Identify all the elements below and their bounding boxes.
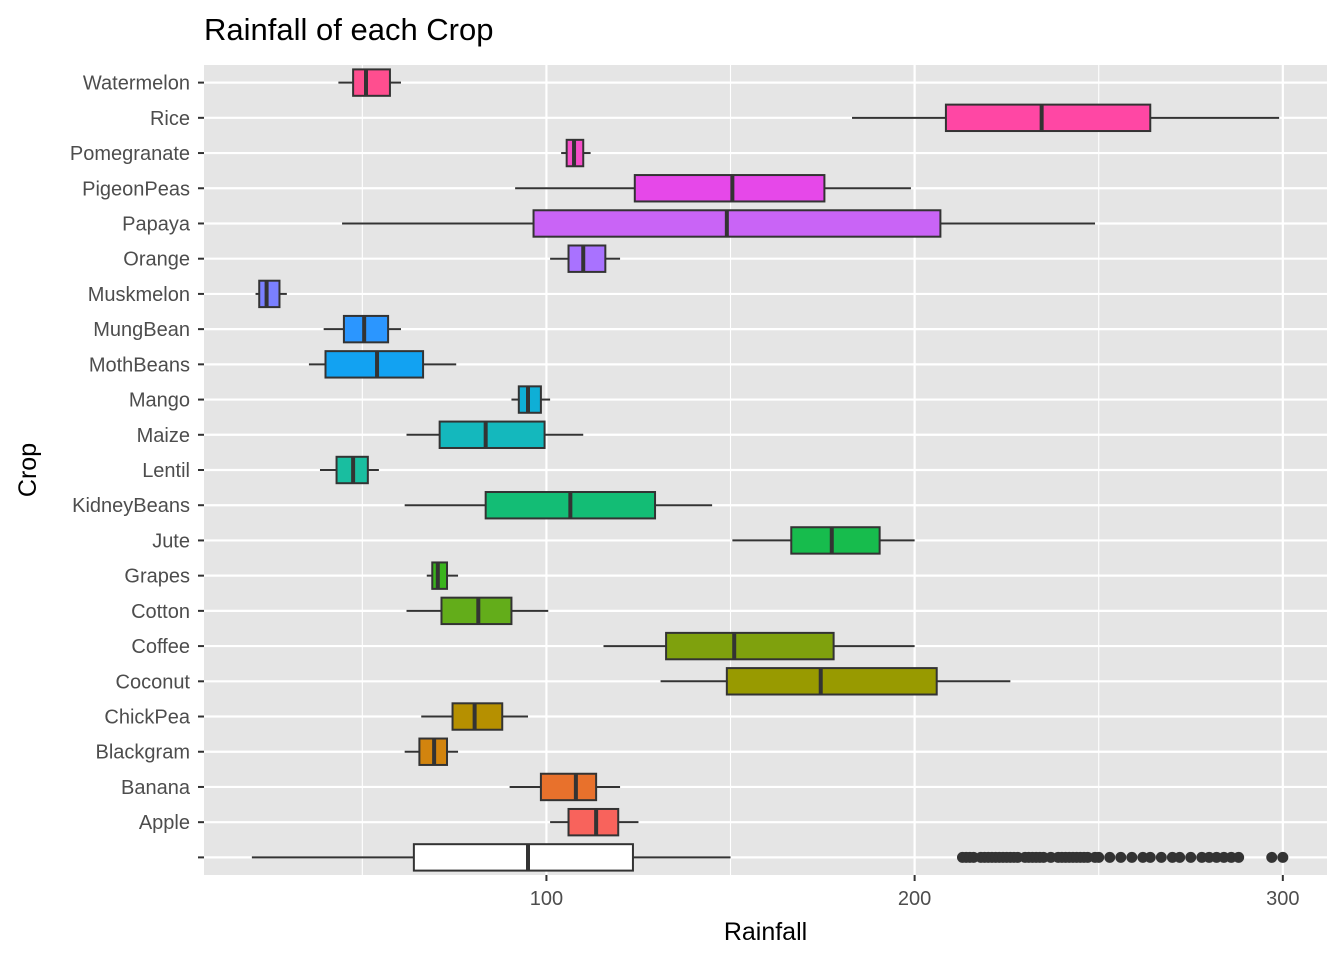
boxplot-jute [732, 526, 915, 555]
y-tick-label: Lentil [142, 460, 190, 482]
boxplot-papaya [342, 209, 1096, 238]
box-iqr [258, 279, 281, 309]
boxplot-grapes [426, 561, 459, 590]
boxplot-watermelon [338, 68, 401, 97]
y-tick-label: Mango [129, 390, 190, 412]
outlier-point [1174, 851, 1186, 863]
boxplot-all [251, 843, 1289, 872]
boxplot-apple [550, 807, 639, 837]
y-tick-label: Maize [137, 425, 190, 447]
y-tick-label: Muskmelon [88, 284, 190, 306]
boxplot-chickpea [421, 702, 529, 731]
axes: Watermelon Rice Pomegranate PigeonPeas Papay… [70, 73, 1300, 910]
boxplot-coconut [660, 667, 1011, 696]
y-tick-label: Rice [150, 108, 190, 130]
y-tick-label: KidneyBeans [72, 495, 190, 517]
box-iqr [532, 209, 942, 238]
outlier-point [1093, 851, 1105, 863]
y-tick-label: Papaya [122, 213, 191, 235]
y-tick-label: Cotton [131, 601, 190, 623]
y-tick-label: Watermelon [83, 73, 190, 95]
box-iqr [539, 772, 598, 802]
y-tick-label: Coconut [116, 671, 191, 693]
x-tick-label: 300 [1266, 888, 1299, 910]
box-iqr [665, 631, 835, 661]
outlier-point [1277, 851, 1289, 863]
boxplot-lentil [319, 455, 379, 485]
boxplot-mango [511, 385, 551, 414]
x-tick-label: 200 [898, 888, 931, 910]
boxplots [251, 68, 1289, 872]
box-iqr [412, 843, 634, 872]
y-tick-label: MothBeans [89, 354, 190, 376]
y-tick-label: ChickPea [104, 707, 190, 729]
y-tick-label: Apple [139, 812, 190, 834]
boxplot-blackgram [404, 737, 459, 766]
outlier-point [1185, 851, 1197, 863]
box-iqr [438, 420, 546, 449]
y-tick-label: MungBean [93, 319, 190, 341]
chart-title: Rainfall of each Crop [204, 12, 494, 47]
boxplot-banana [509, 772, 621, 802]
y-axis-title: Crop [14, 443, 42, 497]
outlier-point [1155, 851, 1167, 863]
outlier-point [1144, 851, 1156, 863]
box-iqr [790, 526, 881, 555]
x-tick-label: 100 [530, 888, 563, 910]
boxplot-pigeonpeas [515, 174, 911, 203]
y-tick-label: Banana [121, 777, 191, 799]
outlier-point [1233, 851, 1245, 863]
box-iqr [725, 667, 938, 696]
box-iqr [633, 174, 826, 203]
outlier-point [1126, 851, 1138, 863]
y-tick-label: Grapes [124, 566, 190, 588]
box-iqr [352, 68, 391, 97]
boxplot-rice [852, 103, 1280, 133]
boxplot-kidneybeans [404, 491, 713, 520]
boxplot-cotton [406, 596, 549, 626]
y-tick-label: Jute [152, 530, 190, 552]
boxplot-orange [550, 244, 621, 273]
outlier-point [1104, 851, 1116, 863]
box-iqr [451, 702, 504, 731]
box-iqr [567, 244, 607, 273]
boxplot-coffee [603, 631, 915, 661]
boxplot-mothbeans [308, 350, 457, 379]
boxplot-pomegranate [561, 138, 591, 168]
boxplot-mungbean [323, 314, 401, 344]
outlier-point [1115, 851, 1127, 863]
y-tick-label: Orange [123, 249, 190, 271]
box-iqr [567, 807, 620, 837]
x-axis-title: Rainfall [724, 918, 807, 946]
outlier-point [1266, 851, 1278, 863]
boxplot-muskmelon [255, 279, 287, 309]
y-tick-label: Pomegranate [70, 143, 190, 165]
y-tick-label: Blackgram [96, 742, 190, 764]
boxplot-maize [406, 420, 584, 449]
y-tick-label: PigeonPeas [82, 178, 190, 200]
y-tick-label: Coffee [131, 636, 190, 658]
box-iqr [944, 103, 1152, 133]
box-iqr [324, 350, 425, 379]
